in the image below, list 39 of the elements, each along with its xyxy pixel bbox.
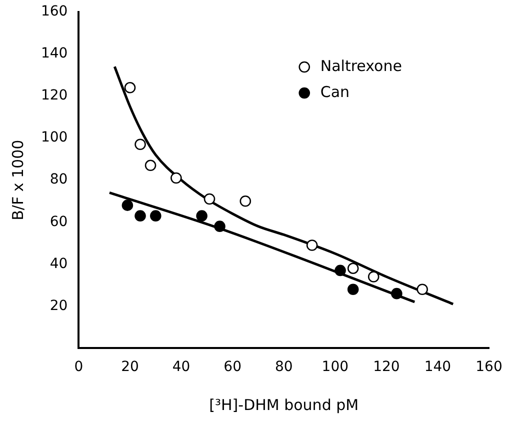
y-tick-label: 120: [40, 88, 68, 104]
point: [347, 262, 359, 274]
point: [334, 264, 346, 276]
point: [150, 210, 162, 222]
y-axis-title: B/F x 1000: [8, 140, 27, 220]
point: [240, 195, 252, 207]
point: [214, 220, 226, 232]
x-tick-label: 20: [121, 359, 139, 376]
point: [124, 82, 136, 94]
x-tick-label: 0: [74, 359, 84, 376]
point: [391, 288, 402, 300]
y-tick-label: 40: [50, 256, 68, 272]
point: [170, 172, 182, 184]
point: [204, 193, 216, 205]
x-tick-label: 40: [172, 359, 190, 376]
x-tick-label: 80: [274, 359, 293, 376]
x-tick-label: 60: [224, 359, 242, 376]
point: [347, 284, 359, 296]
point: [134, 138, 146, 150]
y-tick-label: 80: [50, 172, 68, 188]
x-tick-label: 120: [373, 359, 400, 376]
y-tick-label: 160: [40, 4, 68, 20]
legend-label: Naltrexone: [320, 56, 402, 75]
y-tick-label: 20: [50, 298, 68, 314]
point: [196, 210, 208, 222]
x-tick-label: 100: [322, 359, 349, 376]
point: [144, 160, 156, 172]
point: [368, 271, 380, 282]
y-tick-label: 100: [40, 130, 68, 146]
point: [306, 240, 318, 251]
x-tick-label: 140: [424, 359, 452, 376]
y-tick-label: 140: [40, 46, 68, 62]
legend-label: Can: [320, 82, 350, 101]
x-tick-label: 160: [476, 359, 502, 376]
x-axis-title: [³H]-DHM bound pM: [209, 396, 359, 414]
point: [122, 200, 134, 211]
point: [416, 284, 428, 296]
y-tick-label: 60: [50, 214, 68, 230]
point: [134, 210, 146, 222]
